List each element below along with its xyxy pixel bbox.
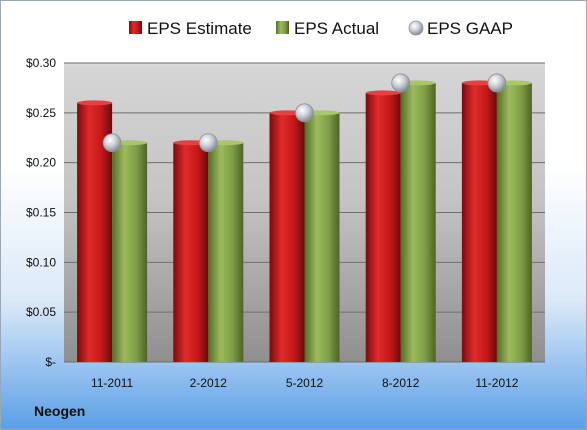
- marker-eps-gaap: [487, 73, 507, 93]
- bar-eps-estimate-top: [365, 90, 401, 96]
- bar-eps-estimate: [365, 92, 401, 363]
- x-tick-label: 11-2012: [475, 376, 518, 390]
- marker-eps-gaap: [102, 133, 122, 153]
- bar-eps-estimate-top: [77, 100, 113, 106]
- gaap-markers: [102, 73, 507, 153]
- bar-eps-actual: [208, 142, 244, 362]
- x-tick-label: 11-2011: [91, 376, 134, 390]
- x-tick-label: 5-2012: [286, 376, 324, 390]
- bar-eps-actual: [304, 112, 340, 362]
- x-axis: 11-2011 2-2012 5-2012 8-2012 11-2012: [91, 376, 519, 390]
- y-tick-label: $0.10: [26, 255, 56, 269]
- y-tick-label: $0.20: [26, 156, 56, 170]
- y-tick-label: $0.30: [26, 56, 56, 70]
- y-tick-label: $0.15: [26, 206, 56, 220]
- company-label: Neogen: [34, 403, 86, 419]
- legend-swatch: [276, 21, 289, 34]
- legend: EPS Estimate EPS Actual EPS GAAP: [129, 19, 513, 38]
- marker-eps-gaap: [198, 133, 218, 153]
- bar-eps-estimate: [173, 142, 209, 362]
- legend-label: EPS Estimate: [147, 19, 252, 38]
- legend-label: EPS Actual: [294, 19, 379, 38]
- bar-eps-actual: [496, 82, 532, 362]
- bar-eps-estimate: [269, 112, 305, 362]
- y-tick-label: $0.25: [26, 106, 56, 120]
- legend-swatch: [129, 21, 142, 34]
- y-tick-label: $0.05: [26, 305, 56, 319]
- y-tick-label: $-: [45, 355, 56, 369]
- y-axis: $- $0.05 $0.10 $0.15 $0.20 $0.25 $0.30: [26, 56, 56, 369]
- bar-eps-estimate: [461, 82, 497, 362]
- bars: [77, 80, 532, 363]
- x-tick-label: 8-2012: [382, 376, 420, 390]
- marker-eps-gaap: [295, 103, 314, 123]
- bar-eps-actual: [112, 142, 148, 362]
- marker-eps-gaap: [391, 73, 411, 93]
- legend-label: EPS GAAP: [427, 19, 513, 38]
- bar-eps-actual: [400, 82, 436, 362]
- legend-swatch: [408, 20, 424, 36]
- x-tick-label: 2-2012: [190, 376, 228, 390]
